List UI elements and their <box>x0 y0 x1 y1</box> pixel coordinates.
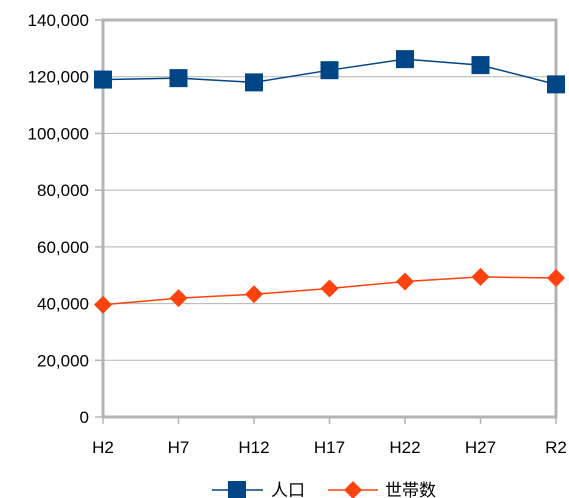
data-point-square <box>94 70 112 89</box>
data-point-diamond <box>169 289 188 308</box>
series-1 <box>94 50 565 94</box>
axes: 0 20,000 40,000 60,000 80,000 100,000 120,000 1… <box>28 11 567 457</box>
data-point-square <box>169 69 188 88</box>
x-tick-label: H7 <box>168 438 190 457</box>
y-tick-label: 120,000 <box>28 68 89 87</box>
legend-item-2: 世帯数 <box>328 481 436 498</box>
data-point-square <box>245 73 263 92</box>
y-tick-label: 40,000 <box>37 295 89 314</box>
data-point-square <box>320 61 339 80</box>
y-tick-label: 0 <box>80 408 89 427</box>
y-tick-label: 140,000 <box>28 11 89 30</box>
data-point-diamond <box>471 267 490 286</box>
x-tick-label: H22 <box>389 438 420 457</box>
series-group <box>94 50 565 314</box>
x-tick-label: H17 <box>314 438 345 457</box>
gridlines <box>103 76 556 361</box>
data-point-diamond <box>94 295 112 314</box>
data-point-square <box>471 56 490 75</box>
x-tick-label: H12 <box>238 438 269 457</box>
data-point-diamond <box>547 269 565 288</box>
x-tick-label: H27 <box>465 438 496 457</box>
x-tick-label: H2 <box>92 438 114 457</box>
series-2 <box>94 267 565 314</box>
legend-label: 世帯数 <box>385 481 436 498</box>
legend-item-1: 人口 <box>212 481 305 498</box>
legend-label: 人口 <box>271 481 305 498</box>
legend-marker <box>228 481 246 498</box>
y-tick-label: 20,000 <box>37 351 89 370</box>
legend-marker <box>344 481 362 498</box>
legend: 人口 世帯数 <box>212 481 436 498</box>
y-tick-label: 100,000 <box>28 124 89 143</box>
data-point-diamond <box>320 279 339 298</box>
y-tick-label: 60,000 <box>37 238 89 257</box>
data-point-diamond <box>245 285 263 304</box>
x-tick-label: R2 <box>545 438 567 457</box>
data-point-square <box>547 75 565 94</box>
data-point-square <box>396 50 414 69</box>
data-point-diamond <box>396 272 414 291</box>
y-tick-label: 80,000 <box>37 181 89 200</box>
